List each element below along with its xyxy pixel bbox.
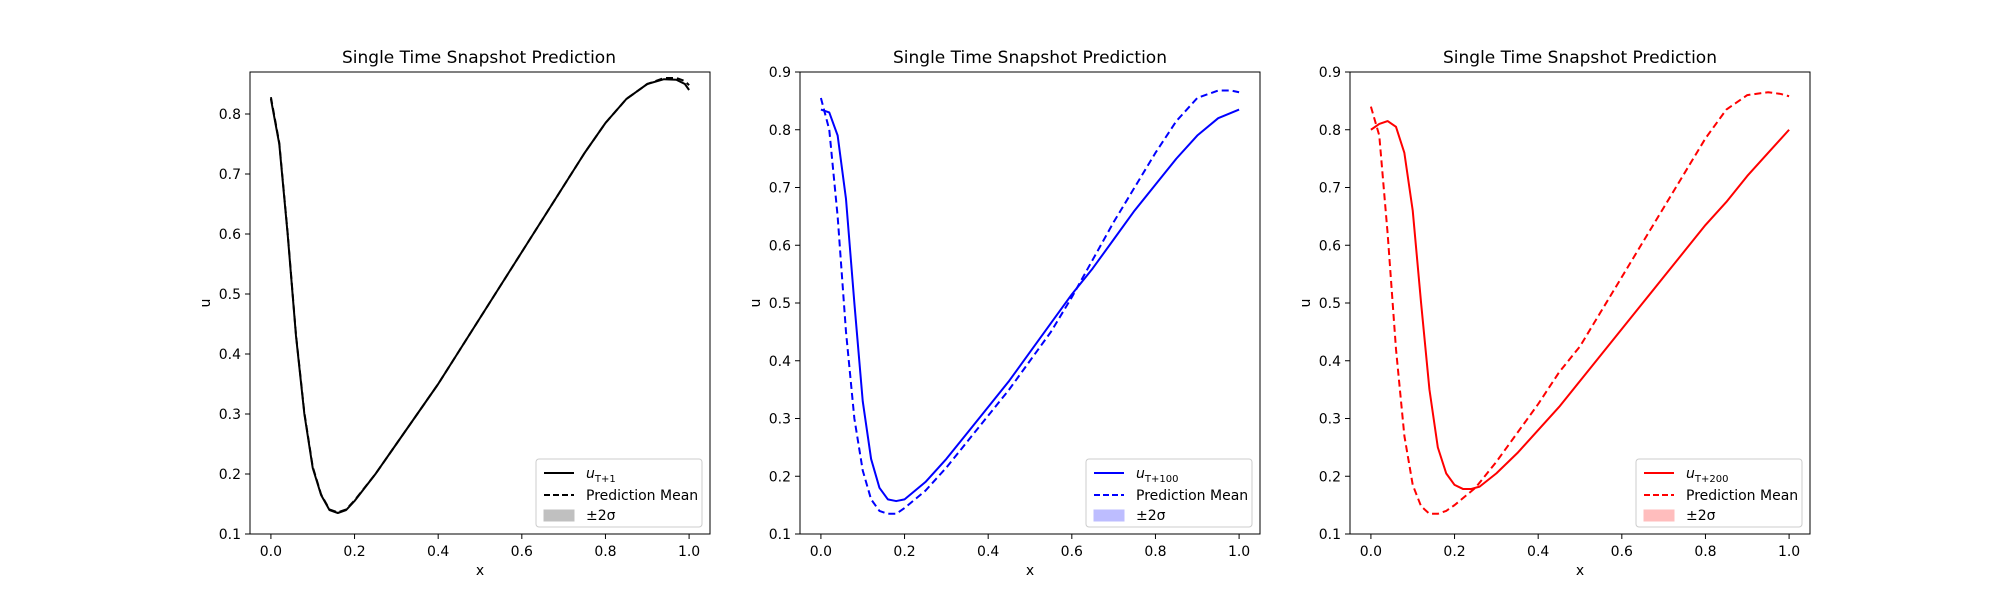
panel-2-legend-mean-label: Prediction Mean: [1136, 488, 1248, 504]
y-tick-label: 0.7: [219, 167, 241, 183]
panel-2-legend-band-label: ±2σ: [1136, 508, 1166, 524]
y-tick-label: 0.8: [1319, 123, 1341, 139]
y-tick-label: 0.9: [1319, 65, 1341, 81]
x-tick-label: 1.0: [1778, 544, 1800, 560]
y-tick-label: 0.4: [1319, 354, 1341, 370]
y-tick-label: 0.6: [219, 227, 241, 243]
panel-3-title: Single Time Snapshot Prediction: [1443, 48, 1717, 68]
y-tick-label: 0.1: [769, 527, 791, 543]
y-tick-label: 0.7: [1319, 181, 1341, 197]
y-tick-label: 0.6: [769, 238, 791, 254]
series-prediction-mean-line: [1369, 91, 1790, 515]
x-tick-label: 0.6: [511, 544, 533, 560]
panel-2-legend-box: [1085, 458, 1253, 528]
panel-2-xlabel: x: [1026, 563, 1034, 579]
panel-2-title: Single Time Snapshot Prediction: [893, 48, 1167, 68]
panel-3-ylabel: u: [1298, 299, 1314, 308]
panel-1-title: Single Time Snapshot Prediction: [342, 48, 616, 68]
x-tick-label: 1.0: [678, 544, 700, 560]
panel-3: Single Time Snapshot Prediction 0.0 0.2 0.…: [1298, 48, 1811, 579]
x-tick-label: 0.8: [594, 544, 616, 560]
panel-3-legend-mean-label: Prediction Mean: [1686, 488, 1798, 504]
x-tick-label: 0.6: [1061, 544, 1083, 560]
panel-2-legend-band-swatch: [1093, 509, 1125, 522]
panel-3-legend-truth-label: uT+200: [1686, 466, 1728, 485]
y-tick-label: 0.3: [1319, 412, 1341, 428]
y-tick-label: 0.8: [219, 107, 241, 123]
panel-2-ylabel: u: [748, 299, 764, 308]
y-tick-label: 0.3: [219, 407, 241, 423]
y-tick-label: 0.5: [219, 287, 241, 303]
y-tick-label: 0.3: [769, 412, 791, 428]
x-tick-label: 0.2: [343, 544, 365, 560]
x-tick-label: 0.2: [1443, 544, 1465, 560]
panel-3-xlabel: x: [1576, 563, 1584, 579]
y-tick-label: 0.2: [219, 467, 241, 483]
panel-1-legend: uT+1 Prediction Mean ±2σ: [535, 458, 703, 528]
y-tick-label: 0.7: [769, 181, 791, 197]
y-tick-label: 0.2: [769, 469, 791, 485]
x-tick-label: 0.8: [1144, 544, 1166, 560]
panel-1-frame: [249, 71, 711, 535]
y-tick-label: 0.4: [769, 354, 791, 370]
panel-1-legend-truth-label: uT+1: [586, 466, 616, 485]
panel-1-legend-band-label: ±2σ: [586, 508, 616, 524]
y-tick-label: 0.5: [1319, 296, 1341, 312]
panel-2-legend-truth-label: uT+100: [1136, 466, 1178, 485]
panel-3-legend-band-swatch: [1643, 509, 1675, 522]
x-tick-label: 0.0: [260, 544, 282, 560]
x-tick-label: 0.4: [977, 544, 999, 560]
y-tick-label: 0.6: [1319, 238, 1341, 254]
y-tick-label: 0.4: [219, 347, 241, 363]
panel-3-plot-area: [1369, 91, 1790, 515]
x-tick-label: 0.0: [810, 544, 832, 560]
panel-1-plot-area: [269, 77, 690, 514]
panel-1-ylabel: u: [198, 299, 214, 308]
y-tick-label: 0.5: [769, 296, 791, 312]
series-truth-line: [820, 108, 1240, 503]
panel-1-legend-box: [535, 458, 703, 528]
series-truth-line: [1370, 120, 1790, 490]
series-prediction-mean-line: [819, 89, 1240, 515]
y-tick-label: 0.2: [1319, 469, 1341, 485]
panel-2-legend: uT+100 Prediction Mean ±2σ: [1085, 458, 1253, 528]
panel-1: Single Time Snapshot Prediction 0.0 0.2 0.…: [198, 48, 711, 579]
series-prediction-mean-line: [269, 77, 690, 514]
panel-3-legend-box: [1635, 458, 1803, 528]
x-tick-label: 0.2: [893, 544, 915, 560]
panel-1-xlabel: x: [476, 563, 484, 579]
x-tick-label: 0.0: [1360, 544, 1382, 560]
x-tick-label: 0.6: [1611, 544, 1633, 560]
panel-1-legend-band-swatch: [543, 509, 575, 522]
panel-1-legend-mean-label: Prediction Mean: [586, 488, 698, 504]
panel-2: Single Time Snapshot Prediction 0.0 0.2 0.…: [748, 48, 1261, 579]
y-tick-label: 0.8: [769, 123, 791, 139]
y-tick-label: 0.1: [219, 527, 241, 543]
y-tick-label: 0.1: [1319, 527, 1341, 543]
panel-3-legend: uT+200 Prediction Mean ±2σ: [1635, 458, 1803, 528]
x-tick-label: 0.4: [427, 544, 449, 560]
panel-2-plot-area: [819, 89, 1240, 515]
series-truth-line: [269, 78, 690, 514]
panel-3-legend-band-label: ±2σ: [1686, 508, 1716, 524]
x-tick-label: 1.0: [1228, 544, 1250, 560]
x-tick-label: 0.4: [1527, 544, 1549, 560]
y-tick-label: 0.9: [769, 65, 791, 81]
x-tick-label: 0.8: [1694, 544, 1716, 560]
